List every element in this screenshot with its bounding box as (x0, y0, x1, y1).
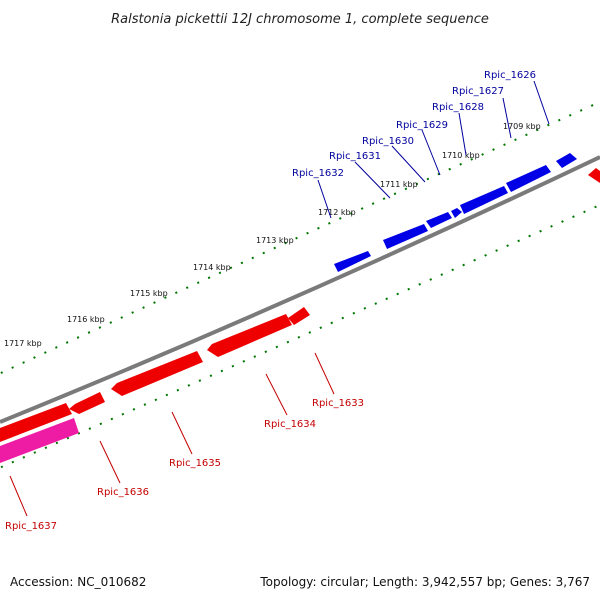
scale-label-1710: 1710 kbp (442, 151, 480, 160)
gene-arrow-rpic-1627[interactable] (506, 165, 551, 192)
gene-arrow-rpic-1633[interactable] (288, 307, 310, 325)
minus-label-leaders (9, 352, 335, 517)
gene-arrow-offscreen[interactable] (588, 168, 600, 183)
gene-arrow-rpic-1637-a[interactable] (0, 403, 72, 442)
gene-label-rpic-1627[interactable]: Rpic_1627 (452, 86, 504, 97)
gene-label-rpic-1630[interactable]: Rpic_1630 (362, 136, 414, 147)
gene-arrow-rpic-1631[interactable] (383, 224, 428, 249)
scale-label-1711: 1711 kbp (380, 180, 418, 189)
gene-label-rpic-1635[interactable]: Rpic_1635 (169, 458, 221, 469)
scale-label-1712: 1712 kbp (318, 208, 356, 217)
gene-label-rpic-1636[interactable]: Rpic_1636 (97, 487, 149, 498)
accession-text: Accession: NC_010682 (10, 575, 146, 589)
plus-gene-labels: Rpic_1626 Rpic_1627 Rpic_1628 Rpic_1629 … (292, 70, 536, 179)
gene-arrow-rpic-1630[interactable] (426, 212, 452, 228)
minus-strand-features (0, 168, 600, 463)
gene-arrow-rpic-1637-b[interactable] (0, 418, 79, 463)
gene-label-rpic-1628[interactable]: Rpic_1628 (432, 102, 484, 113)
scale-label-1716: 1716 kbp (67, 315, 105, 324)
scale-label-1714: 1714 kbp (193, 263, 231, 272)
chromosome-backbone (0, 155, 600, 424)
outer-tick-ring (0, 101, 600, 375)
gene-arrow-rpic-1629[interactable] (451, 208, 462, 218)
gene-label-rpic-1631[interactable]: Rpic_1631 (329, 151, 381, 162)
scale-label-1717: 1717 kbp (4, 339, 42, 348)
plus-strand-features (334, 153, 577, 272)
scale-labels: 1709 kbp 1710 kbp 1711 kbp 1712 kbp 1713… (4, 122, 541, 348)
scale-label-1713: 1713 kbp (256, 236, 294, 245)
gene-arrow-rpic-1636[interactable] (69, 392, 105, 414)
gene-label-rpic-1634[interactable]: Rpic_1634 (264, 419, 316, 430)
gene-arrow-rpic-1628[interactable] (460, 186, 508, 214)
topology-summary: Topology: circular; Length: 3,942,557 bp… (259, 575, 590, 589)
gene-label-rpic-1632[interactable]: Rpic_1632 (292, 168, 344, 179)
gene-label-rpic-1629[interactable]: Rpic_1629 (396, 120, 448, 131)
gene-label-rpic-1626[interactable]: Rpic_1626 (484, 70, 536, 81)
gene-arrow-rpic-1635[interactable] (111, 351, 203, 396)
scale-label-1715: 1715 kbp (130, 289, 168, 298)
gene-arrow-rpic-1634[interactable] (207, 314, 292, 357)
plus-label-leaders (317, 80, 550, 219)
map-title: Ralstonia pickettii 12J chromosome 1, co… (111, 12, 489, 27)
gene-label-rpic-1637[interactable]: Rpic_1637 (5, 521, 57, 532)
gene-label-rpic-1633[interactable]: Rpic_1633 (312, 398, 364, 409)
gene-arrow-rpic-1632[interactable] (334, 251, 371, 272)
scale-label-1709: 1709 kbp (503, 122, 541, 131)
inner-tick-ring (0, 204, 600, 469)
minus-gene-labels: Rpic_1633 Rpic_1634 Rpic_1635 Rpic_1636 … (5, 398, 364, 532)
gene-arrow-rpic-1626[interactable] (556, 153, 577, 168)
